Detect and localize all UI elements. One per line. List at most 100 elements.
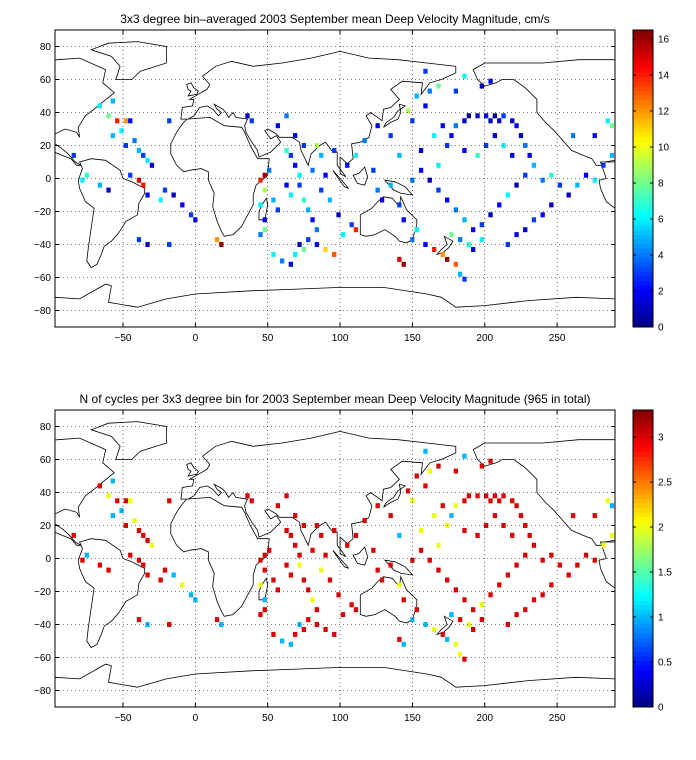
data-bin <box>605 118 610 124</box>
coastline <box>383 103 407 128</box>
y-tick-label: −60 <box>34 273 51 284</box>
coastline <box>472 439 615 546</box>
data-bin <box>410 237 415 243</box>
data-bin <box>297 552 302 558</box>
colorbar-segment <box>633 693 653 699</box>
y-tick-label: 40 <box>40 108 52 119</box>
data-bin <box>540 212 545 218</box>
y-tick-label: −80 <box>34 686 51 697</box>
colorbar-segment <box>633 62 653 68</box>
colorbar-segment <box>633 456 653 462</box>
data-bin <box>310 167 315 173</box>
x-tick-label: 100 <box>332 333 349 344</box>
data-bin <box>436 542 441 548</box>
data-bin <box>141 152 146 158</box>
data-bin <box>271 251 276 257</box>
velocity-map-panel: 3x3 degree bin–averaged 2003 September m… <box>34 12 670 344</box>
y-tick-label: 20 <box>40 521 52 532</box>
data-bin <box>471 247 476 252</box>
data-bin <box>314 622 319 627</box>
data-bin <box>115 498 120 504</box>
coastline <box>332 170 350 189</box>
data-bin <box>462 528 467 533</box>
data-bin <box>475 113 480 119</box>
data-bin <box>492 513 497 519</box>
x-tick-label: −50 <box>115 333 132 344</box>
colorbar-segment <box>633 632 653 638</box>
data-bin <box>401 641 406 647</box>
colorbar-segment <box>633 299 653 305</box>
data-bin <box>488 212 493 218</box>
colorbar-segment <box>633 614 653 620</box>
x-tick-label: 250 <box>549 713 566 724</box>
colorbar-segment <box>633 34 653 40</box>
colorbar-segment <box>633 609 653 615</box>
data-bin <box>97 182 102 188</box>
data-bin <box>566 572 571 578</box>
colorbar-segment <box>633 53 653 59</box>
colorbar <box>633 30 653 328</box>
colorbar-tick-label: 0 <box>658 323 664 334</box>
colorbar-segment <box>633 81 653 87</box>
data-bin <box>284 113 289 119</box>
data-bin <box>423 103 428 109</box>
data-bin <box>497 202 502 208</box>
data-bin <box>505 192 510 198</box>
coastline <box>186 82 199 97</box>
data-bin <box>458 617 463 623</box>
data-bin <box>306 617 311 623</box>
data-bin <box>284 562 289 568</box>
data-bin <box>336 212 341 218</box>
data-bin <box>557 562 563 568</box>
data-bin <box>527 152 532 158</box>
data-bin <box>449 133 454 139</box>
colorbar-tick-label: 10 <box>658 143 670 154</box>
colorbar-segment <box>633 113 653 119</box>
data-bin <box>475 493 480 499</box>
colorbar-segment <box>633 669 653 676</box>
data-bin <box>132 518 137 524</box>
colorbar-segment <box>633 76 653 82</box>
colorbar-segment <box>633 141 653 147</box>
data-bin <box>375 187 380 193</box>
data-bin <box>262 217 267 223</box>
data-bin <box>110 133 115 139</box>
colorbar-segment <box>633 71 653 77</box>
coastline <box>352 546 369 566</box>
colorbar-segment <box>633 289 653 296</box>
data-bin <box>301 247 306 252</box>
x-tick-label: 150 <box>404 333 421 344</box>
data-bin <box>414 607 419 613</box>
colorbar-segment <box>633 688 653 694</box>
data-bin <box>388 182 393 188</box>
data-bin <box>497 118 502 124</box>
data-bin <box>128 498 133 504</box>
colorbar-segment <box>633 660 653 666</box>
data-bin <box>167 498 172 504</box>
data-bin <box>462 656 467 662</box>
data-bin <box>479 602 484 608</box>
colorbar-segment <box>633 697 653 703</box>
x-tick-label: 100 <box>332 713 349 724</box>
colorbar-segment <box>633 210 653 217</box>
coastline <box>77 538 146 649</box>
data-bin <box>306 207 311 213</box>
coastline <box>186 462 199 477</box>
data-bin <box>297 562 302 568</box>
data-bin <box>332 528 337 533</box>
data-bin <box>371 547 376 553</box>
colorbar-tick-label: 16 <box>658 35 670 46</box>
data-bin <box>484 143 489 148</box>
data-bin <box>488 458 493 464</box>
data-bin <box>575 182 580 188</box>
data-bin <box>84 172 89 178</box>
data-bin <box>353 227 359 233</box>
colorbar-segment <box>633 623 653 629</box>
data-bin <box>449 513 454 519</box>
data-bin <box>106 493 111 499</box>
data-bin <box>583 552 589 558</box>
data-bin <box>445 197 450 203</box>
colorbar-tick-label: 2.5 <box>658 478 672 489</box>
data-bin <box>592 133 597 139</box>
data-bin <box>214 237 220 243</box>
